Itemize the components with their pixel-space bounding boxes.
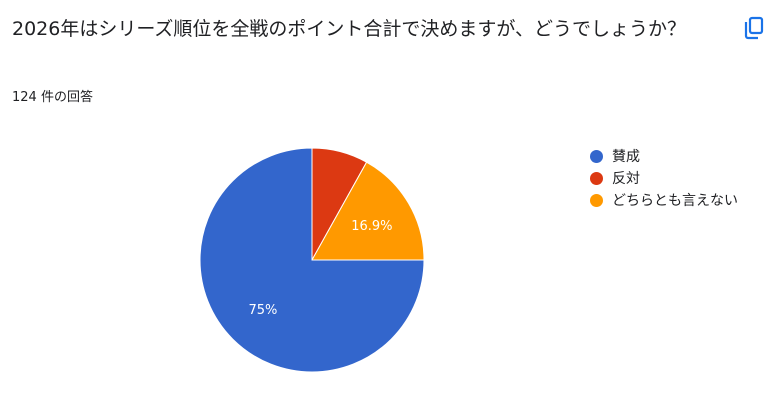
copy-icon[interactable] bbox=[744, 16, 764, 40]
legend-swatch bbox=[590, 171, 603, 185]
pie-slice[interactable] bbox=[199, 147, 425, 373]
legend-item[interactable]: 反対 bbox=[590, 167, 738, 189]
slice-data-label: 75% bbox=[248, 303, 277, 318]
legend-label: どちらとも言えない bbox=[612, 193, 738, 209]
legend-item[interactable]: どちらとも言えない bbox=[590, 189, 738, 211]
legend-swatch bbox=[590, 149, 603, 163]
legend-label: 賛成 bbox=[612, 149, 640, 165]
chart-legend: 賛成反対どちらとも言えない bbox=[590, 145, 738, 211]
slice-data-label: 16.9% bbox=[351, 219, 392, 234]
response-count: 124 件の回答 bbox=[12, 90, 93, 105]
question-title: 2026年はシリーズ順位を全戦のポイント合計で決めますが、どうでしょうか？ bbox=[12, 18, 687, 40]
legend-swatch bbox=[590, 193, 603, 207]
pie-slice[interactable] bbox=[311, 161, 425, 261]
legend-label: 反対 bbox=[612, 171, 640, 187]
legend-item[interactable]: 賛成 bbox=[590, 145, 738, 167]
